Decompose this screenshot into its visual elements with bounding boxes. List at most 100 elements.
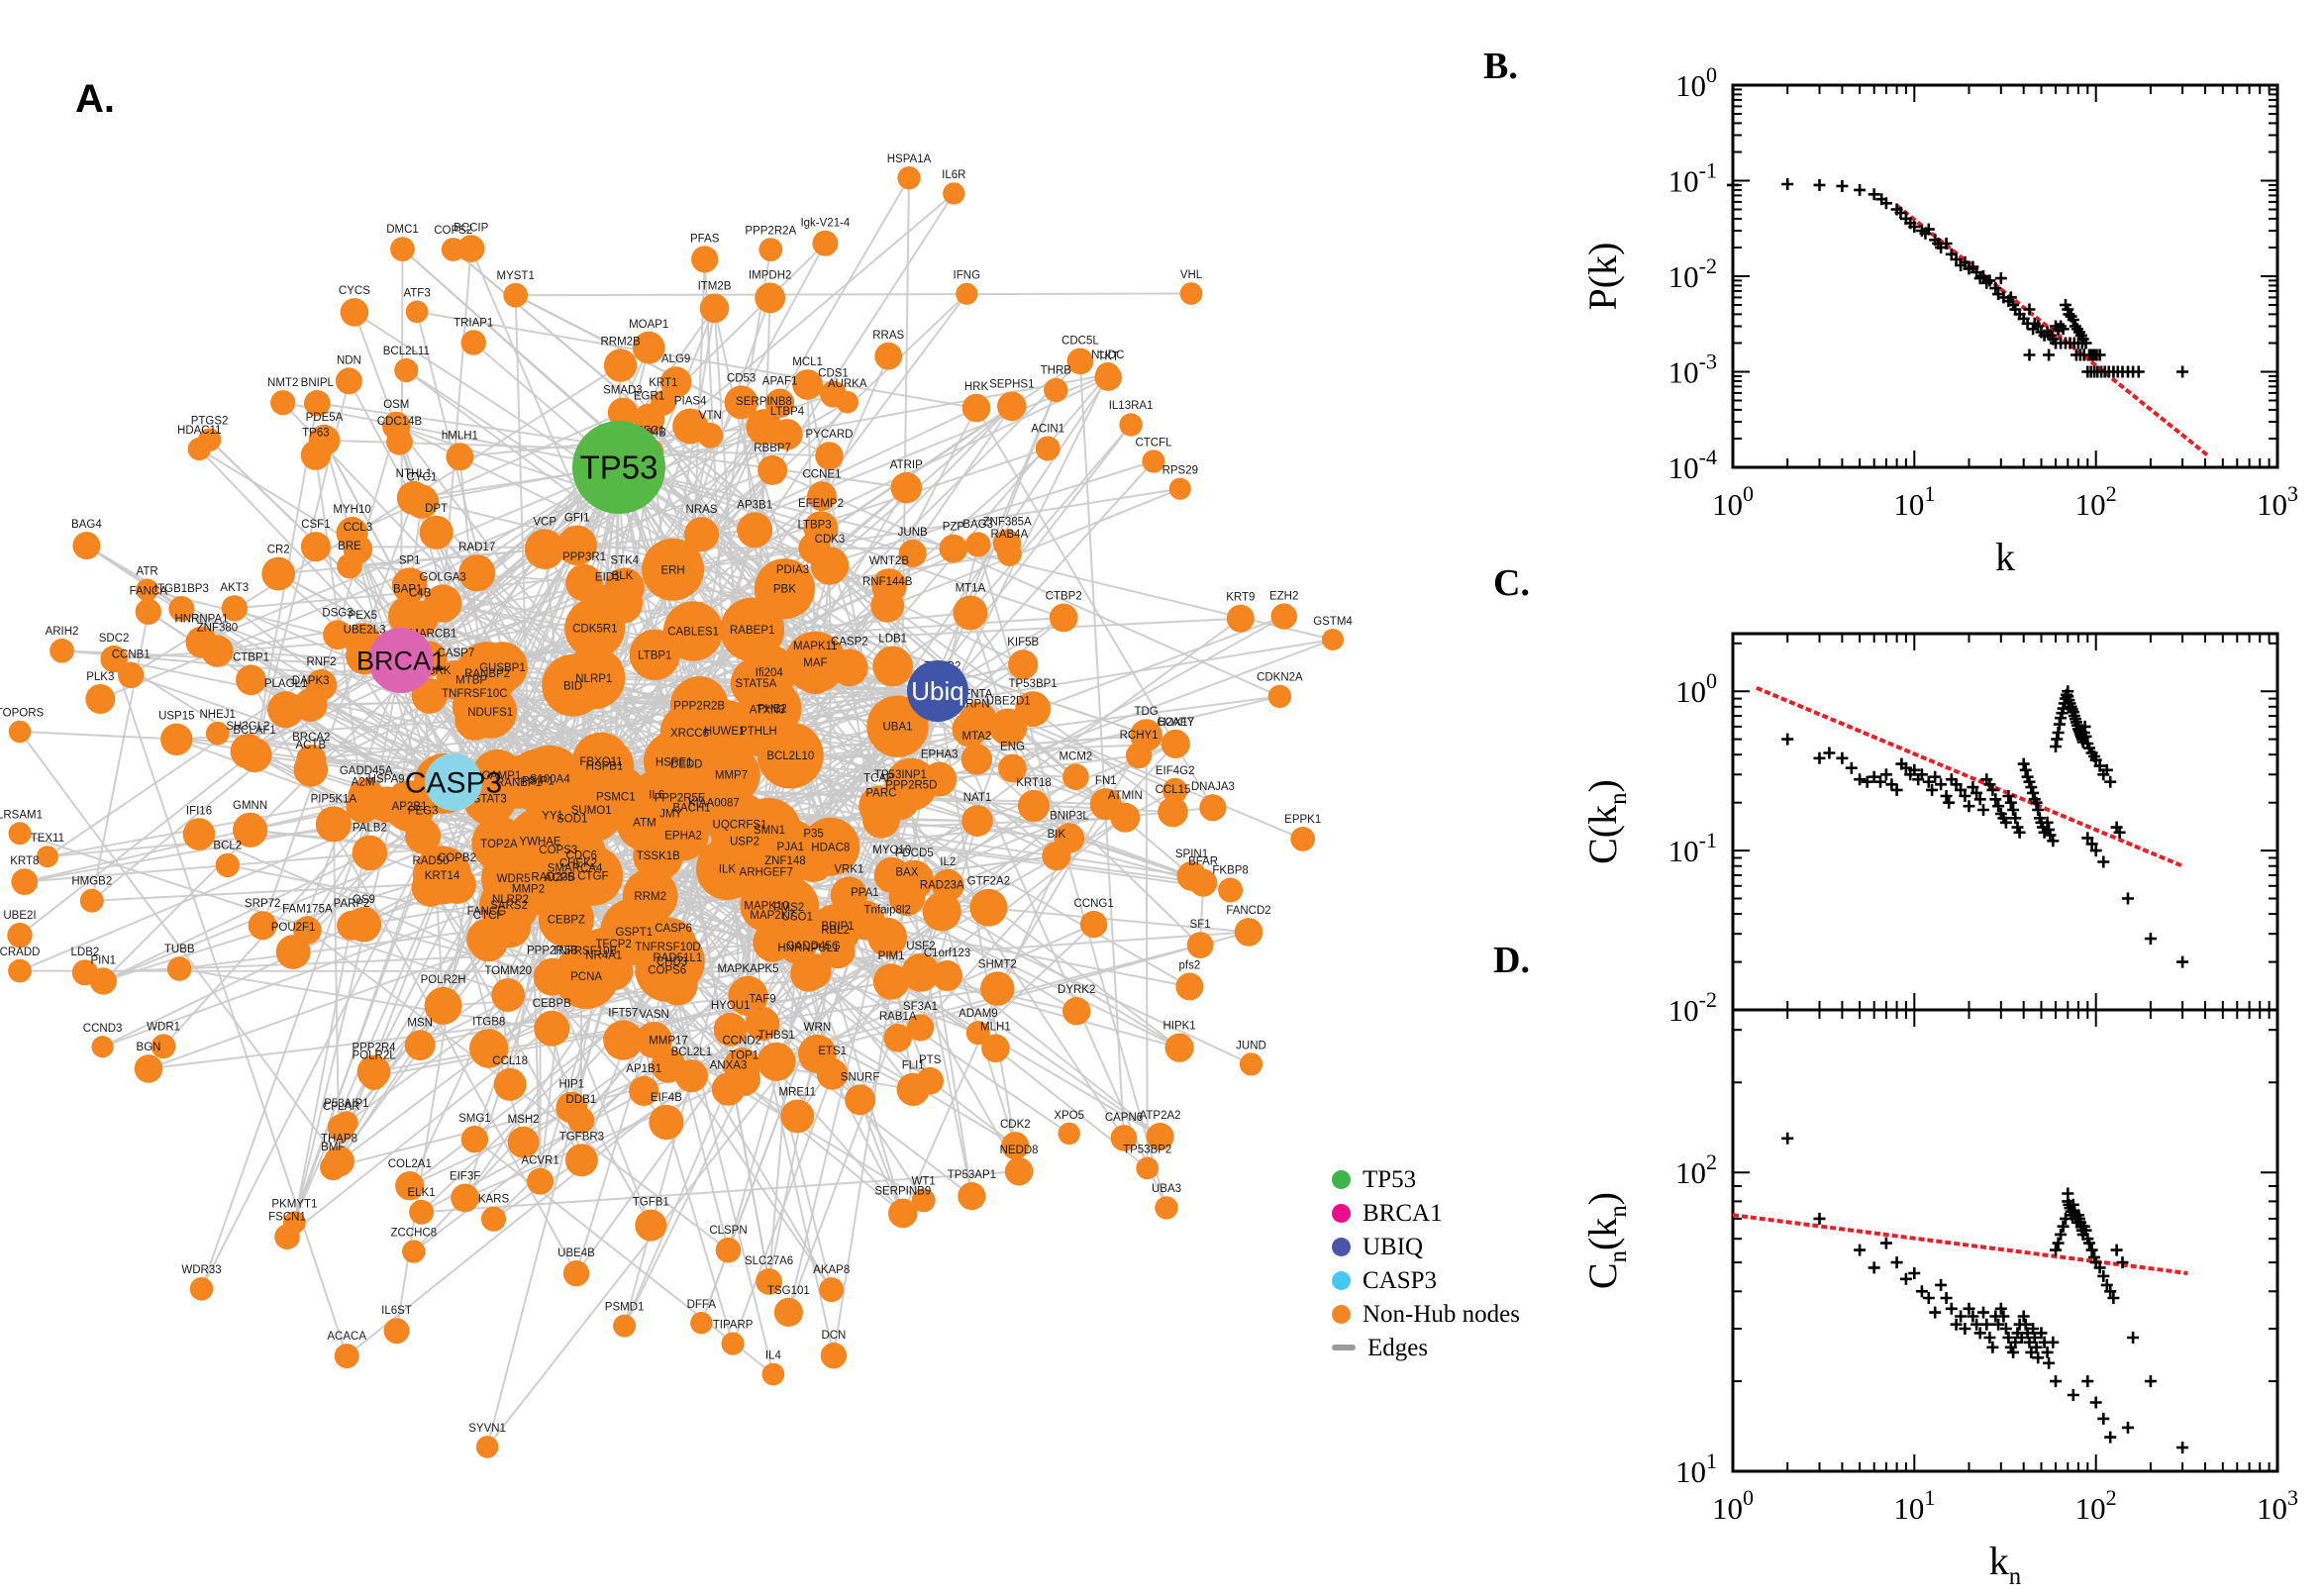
network-node [906, 1014, 935, 1042]
network-node-label: PMS2 [773, 902, 804, 914]
network-node-label: CASP7 [438, 648, 475, 659]
network-node-label: GSTM4 [1313, 616, 1353, 628]
network-node [642, 538, 705, 601]
network-node-label: ITGB8 [472, 1016, 505, 1028]
legend-item-non-hub-nodes: Non-Hub nodes [1332, 1301, 1520, 1327]
network-node-label: GADD45A [340, 765, 393, 777]
network-node [556, 1091, 588, 1124]
network-node [136, 578, 159, 602]
network-node [1058, 1122, 1080, 1146]
network-node-label: BLK [612, 570, 634, 582]
network-node-label: CCL18 [492, 1055, 528, 1067]
network-node-label: UBE2L3 [344, 624, 386, 636]
network-node [565, 563, 603, 602]
network-node [236, 664, 266, 696]
network-node [1290, 827, 1316, 851]
network-node-label: NDUFS1 [467, 707, 513, 719]
network-node-label: EPPK1 [1284, 814, 1321, 826]
network-node [1119, 413, 1143, 437]
network-node [931, 868, 964, 902]
network-node-label: BAG4 [71, 519, 102, 531]
network-node-label: JUND [1236, 1040, 1266, 1051]
network-node-label: SOD1 [556, 814, 587, 826]
network-node [402, 1240, 426, 1263]
network-node-label: RAD23B [531, 871, 575, 883]
network-node-label: SMN1 [754, 825, 785, 837]
network-node [168, 596, 195, 622]
network-node [728, 975, 768, 1017]
network-node-label: YWHAE [519, 837, 561, 848]
network-node-label: PIM1 [878, 950, 905, 962]
network-node-label: CCL15 [1156, 784, 1191, 796]
network-node [651, 390, 676, 416]
hub-tp53-label: TP53 [580, 449, 658, 486]
network-node [1234, 918, 1263, 947]
network-node [382, 411, 411, 441]
network-node-label: ALG9 [661, 353, 690, 365]
network-node-label: SERPINB8 [736, 396, 792, 408]
network-node-label: EPHA2 [664, 830, 702, 842]
network-node [404, 1030, 436, 1061]
network-node-label: FLI1 [902, 1060, 925, 1072]
network-node [91, 1036, 114, 1058]
network-node [562, 647, 626, 710]
tick-label: 10-1 [1668, 158, 1717, 199]
network-node-label: PEX5 [349, 610, 377, 622]
network-node [7, 922, 33, 948]
network-node-label: MAF [803, 657, 827, 669]
network-node-label: LTBP3 [797, 520, 831, 532]
network-node [1168, 477, 1191, 500]
network-node-label: C1orf123 [924, 948, 970, 959]
chart-c: 100 10-1 10-2 C(kn) [1580, 632, 2279, 1028]
network-node [953, 595, 988, 631]
network-node [476, 642, 528, 693]
network-node-label: MYST1 [497, 270, 535, 282]
network-node [274, 1224, 300, 1249]
network-node-label: TSSK1B [637, 850, 680, 862]
network-node [721, 1332, 745, 1355]
network-node-label: PPP2R5E [655, 793, 706, 805]
network-node-label: POU2F1 [271, 922, 316, 934]
network-node-label: LDB2 [71, 947, 100, 958]
network-node [866, 695, 929, 757]
tick-label: 100 [1675, 668, 1717, 709]
network-node-label: CDC6 [566, 849, 597, 861]
network-node [533, 957, 572, 996]
network-node-label: FAM175A [282, 903, 333, 915]
network-node [304, 390, 331, 417]
network-node [503, 282, 529, 308]
network-node-label: VRK1 [834, 863, 863, 875]
network-node-label: HUWE1 [704, 726, 746, 738]
network-node [296, 744, 327, 774]
network-node-label: SP1 [399, 554, 421, 566]
network-node-label: ITGB1BP3 [154, 583, 209, 595]
network-node [969, 888, 1008, 927]
network-node [436, 660, 476, 700]
network-node-label: VTN [699, 410, 722, 422]
network-node-label: CDK3 [815, 534, 846, 546]
network-node [480, 1206, 507, 1232]
network-node [758, 238, 783, 261]
network-node-label: PPP2R4 [352, 1043, 396, 1054]
network-node-label: MMP17 [649, 1036, 688, 1047]
network-node [711, 1072, 746, 1106]
network-node [491, 978, 526, 1012]
network-node-label: PARP2 [334, 898, 370, 910]
network-node-label: NMT2 [267, 377, 298, 389]
network-node-label: ANXA3 [710, 1060, 748, 1072]
network-node [387, 596, 428, 637]
network-node [1146, 1123, 1174, 1150]
network-node-label: SDC2 [99, 633, 130, 645]
network-node [1004, 1156, 1034, 1186]
network-node [1089, 788, 1122, 821]
network-node [807, 481, 837, 512]
network-node [446, 443, 474, 471]
network-node-label: SF1 [1190, 919, 1211, 931]
network-node [72, 532, 101, 560]
network-node-label: ATMIN [1108, 790, 1143, 802]
legend-label: Non-Hub nodes [1363, 1300, 1521, 1328]
network-node-label: HRK [964, 381, 989, 393]
network-node [1161, 729, 1190, 759]
